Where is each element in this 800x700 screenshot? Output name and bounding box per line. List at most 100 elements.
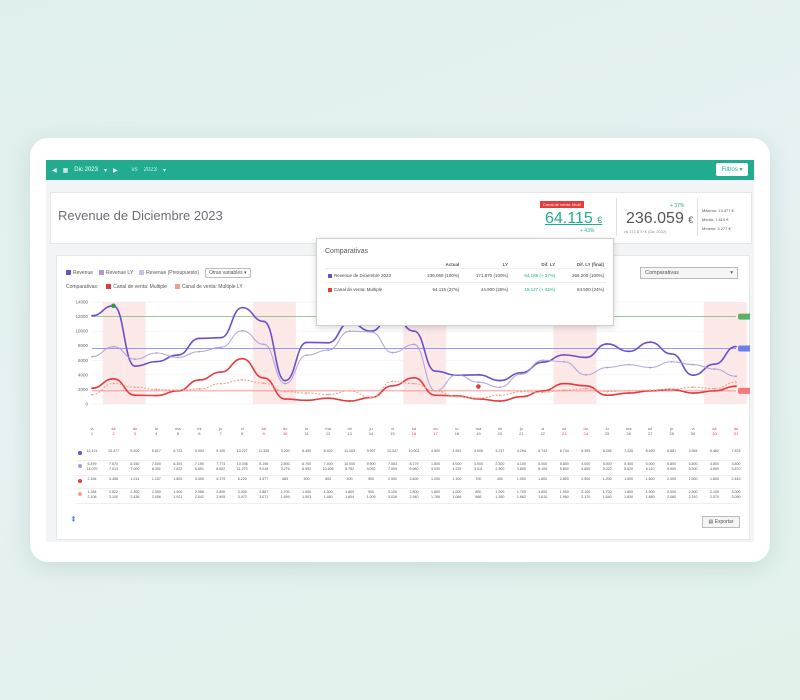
tooltip-label-text: Canal de venta: Multiple bbox=[334, 287, 383, 292]
series-point bbox=[198, 350, 201, 353]
table-cell: 2.800 bbox=[559, 477, 569, 481]
series-point bbox=[91, 314, 93, 317]
top-navbar: ◀ ▦ Dic 2023 ▾ ▶ vs 2023 ▾ Filtros ▾ bbox=[46, 160, 754, 180]
series-point bbox=[692, 374, 694, 377]
next-period-icon[interactable]: ▶ bbox=[113, 167, 118, 174]
table-cell: 1.157 bbox=[151, 477, 161, 481]
table-cell: 1.300 1.460 bbox=[323, 490, 333, 499]
x-tick-label: ju 14 bbox=[368, 426, 374, 436]
tooltip-header: Dif. LY (final) bbox=[576, 262, 604, 267]
legend-item-revenue[interactable]: Revenue bbox=[66, 270, 93, 276]
collapse-icon[interactable]: ⇞ bbox=[70, 515, 77, 524]
export-button[interactable]: ▤ Exportar bbox=[702, 516, 740, 528]
series-point bbox=[692, 386, 694, 389]
legend-item-revenue-ly[interactable]: Revenue LY bbox=[99, 270, 133, 276]
tooltip-header: Dif. LY bbox=[541, 262, 556, 267]
tooltip-cell: 268.200 (100%) bbox=[558, 268, 607, 283]
period-selector[interactable]: Dic 2023 bbox=[74, 167, 98, 173]
series-point bbox=[91, 355, 93, 358]
table-cell: 5.800 5.900 bbox=[667, 462, 677, 471]
series-point bbox=[198, 388, 201, 390]
legend-label: Canal de venta: Multiple LY bbox=[181, 284, 243, 290]
tooltip-row: Revenue de Diciembre 2023 236.059 (100%)… bbox=[325, 268, 607, 283]
table-cell: 10.046 11.270 bbox=[236, 462, 248, 471]
table-cell: 5.000 5.020 bbox=[602, 462, 612, 471]
period-caret-icon[interactable]: ▾ bbox=[103, 167, 107, 174]
export-icon: ▤ bbox=[708, 519, 714, 525]
series-point bbox=[649, 366, 652, 369]
tooltip-header bbox=[325, 261, 413, 269]
series-point bbox=[305, 341, 308, 344]
other-variables-dropdown[interactable]: Otras variables ▾ bbox=[204, 268, 251, 278]
comparison-caret-icon[interactable]: ▾ bbox=[162, 167, 166, 174]
table-cell: 12.347 bbox=[387, 449, 399, 453]
series-point bbox=[563, 360, 566, 363]
series-point bbox=[627, 350, 630, 353]
table-cell: 6.391 7.822 bbox=[173, 462, 183, 471]
table-cell: 1.800 1.804 bbox=[345, 490, 355, 499]
series-point bbox=[370, 330, 372, 333]
series-point bbox=[692, 363, 694, 366]
prev-period-icon[interactable]: ◀ bbox=[52, 167, 57, 174]
series-point bbox=[413, 376, 415, 379]
series-color-dot bbox=[78, 479, 82, 483]
table-cell: 2.300 2.900 bbox=[495, 462, 505, 471]
series-point bbox=[520, 390, 523, 393]
comparison-period-selector[interactable]: 2023 bbox=[143, 167, 157, 173]
y-tick-label: 6000 bbox=[78, 358, 89, 363]
series-point bbox=[498, 394, 501, 397]
series-point bbox=[305, 392, 308, 394]
comparison-tooltip: Comparativas Actual LY Dif. LY Dif. LY (… bbox=[316, 238, 614, 326]
series-point bbox=[91, 393, 93, 396]
page-title: Revenue de Diciembre 2023 bbox=[58, 208, 223, 223]
x-axis-labels: vi 1 sá 2 do 3 lu 4 ma 5 mi 6 ju 7 vi 8 sá 9 do 1… bbox=[91, 426, 740, 444]
legend-label: Canal de venta: Multiple bbox=[113, 284, 167, 290]
comparisons-dropdown[interactable]: Comparativas ▾ bbox=[640, 267, 738, 279]
tooltip-label-text: Revenue de Diciembre 2023 bbox=[334, 273, 392, 278]
table-cell: 2.100 2.070 bbox=[710, 490, 720, 499]
line-chart[interactable]: 14000 12000 10000 8000 6000 4000 2000 0 bbox=[60, 296, 750, 424]
legend-label: Revenue LY bbox=[106, 270, 134, 276]
y-tick-label: 4000 bbox=[78, 372, 89, 377]
filters-button[interactable]: Filtros ▾ bbox=[716, 163, 748, 176]
table-cell: 2.164 bbox=[87, 477, 97, 481]
x-tick-label: ju 7 bbox=[219, 426, 223, 436]
table-cell: 1.214 bbox=[130, 477, 140, 481]
series-point bbox=[370, 396, 372, 399]
kpi-main-value[interactable]: 64.115 € bbox=[545, 210, 602, 228]
table-cell: 6.000 6.100 bbox=[538, 462, 548, 471]
table-cell: 6.744 bbox=[559, 449, 569, 453]
series-point bbox=[627, 392, 630, 394]
legend-label: Revenue (Presupuesto) bbox=[146, 270, 199, 276]
x-tick-label: sá 30 bbox=[712, 426, 717, 436]
reference-line-badge bbox=[738, 387, 750, 394]
x-tick-label: ma 26 bbox=[625, 426, 632, 436]
table-cell: 10.001 bbox=[408, 449, 420, 453]
legend-item-channel-ly[interactable]: Canal de venta: Multiple LY bbox=[174, 284, 243, 290]
table-cell: 700 bbox=[475, 477, 482, 481]
table-cell: 8.196 9.018 bbox=[259, 462, 269, 471]
table-cell: 683 bbox=[282, 477, 289, 481]
kpi-badge[interactable]: Canal de venta: Multi bbox=[540, 201, 584, 208]
kpi-total-sub: vs 171.870 € (Dic 2022) bbox=[624, 229, 667, 234]
legend-item-channel[interactable]: Canal de venta: Multiple bbox=[106, 284, 167, 290]
series-point bbox=[477, 381, 480, 384]
divider bbox=[616, 198, 617, 236]
table-cell: 1.000 1.066 bbox=[452, 490, 462, 499]
x-tick-label: vi 8 bbox=[240, 426, 244, 436]
table-cell: 5.200 bbox=[130, 449, 140, 453]
series-point bbox=[112, 345, 115, 348]
x-tick-label: do 10 bbox=[282, 426, 288, 436]
legend-item-budget[interactable]: Revenue (Presupuesto) bbox=[139, 270, 199, 276]
table-cell: 400 bbox=[346, 477, 353, 481]
series-point bbox=[391, 380, 394, 383]
table-cell: 1.900 1.921 bbox=[173, 490, 183, 499]
series-point bbox=[627, 389, 630, 392]
table-cell: 13.227 bbox=[236, 449, 248, 453]
series-point bbox=[606, 366, 609, 369]
series-point bbox=[112, 382, 115, 385]
x-tick-label: lu 11 bbox=[304, 426, 309, 436]
series-point bbox=[284, 398, 287, 400]
calendar-icon: ▦ bbox=[62, 167, 69, 174]
table-cell: 3.300 bbox=[194, 477, 204, 481]
